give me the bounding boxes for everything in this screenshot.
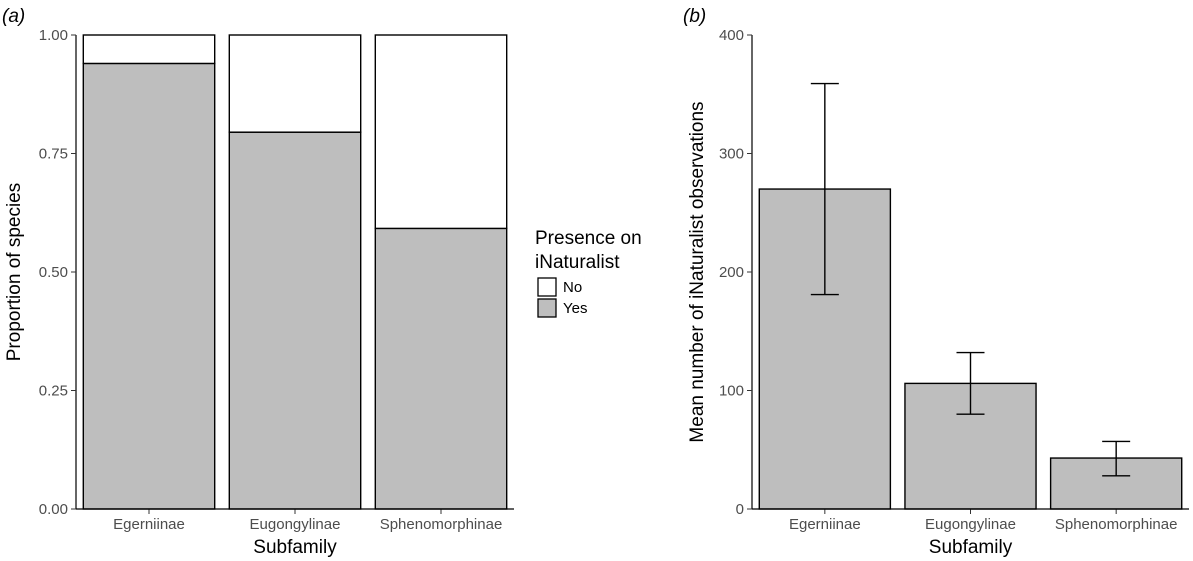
x-axis-title: Subfamily: [253, 537, 337, 558]
x-tick-label-eugongylinae: Eugongylinae: [250, 516, 341, 533]
legend-swatch-no: [537, 277, 557, 297]
y-tick-label: 0.00: [39, 501, 68, 518]
legend-label-no: No: [563, 279, 582, 296]
y-tick-label: 1.00: [39, 27, 68, 44]
legend-swatch-yes: [537, 298, 557, 318]
y-tick-label: 0.25: [39, 383, 68, 400]
y-tick-label: 400: [719, 27, 744, 44]
bar-egerniinae-yes: [82, 62, 216, 510]
bar-sphenomorphinae-no: [374, 34, 508, 230]
y-tick-label: 0.75: [39, 146, 68, 163]
bar-eugongylinae-no: [228, 34, 362, 133]
bar-sphenomorphinae-yes: [374, 227, 508, 510]
x-tick-label-egerniinae: Egerniinae: [113, 516, 185, 533]
x-tick-label-sphenomorphinae: Sphenomorphinae: [380, 516, 503, 533]
x-tick-label-egerniinae: Egerniinae: [789, 516, 861, 533]
panel-b-observations-chart: (b) Egerniinae Eugongylinae Sphenomorphinae…: [683, 6, 1189, 558]
y-axis-title: Proportion of species: [4, 183, 25, 362]
y-tick-label: 0: [736, 501, 744, 518]
presence-legend: Presence on iNaturalist No Yes: [535, 228, 642, 318]
x-tick-label-sphenomorphinae: Sphenomorphinae: [1055, 516, 1178, 533]
y-tick-label: 100: [719, 383, 744, 400]
legend-title-line-2: iNaturalist: [535, 252, 620, 273]
x-tick-label-eugongylinae: Eugongylinae: [925, 516, 1016, 533]
y-tick-label: 300: [719, 146, 744, 163]
y-axis-title: Mean number of iNaturalist observations: [687, 101, 708, 442]
y-tick-label: 0.50: [39, 264, 68, 281]
panel-a-label: (a): [2, 6, 25, 27]
bar-egerniinae-no: [82, 34, 216, 65]
x-axis-title: Subfamily: [929, 537, 1013, 558]
panel-a-proportion-chart: (a) Egerniinae Eugongylinae Sphenomorphinae…: [2, 6, 514, 558]
y-tick-label: 200: [719, 264, 744, 281]
legend-title-line-1: Presence on: [535, 228, 642, 249]
panel-b-label: (b): [683, 6, 706, 27]
legend-label-yes: Yes: [563, 300, 587, 317]
bar-eugongylinae-yes: [228, 131, 362, 510]
